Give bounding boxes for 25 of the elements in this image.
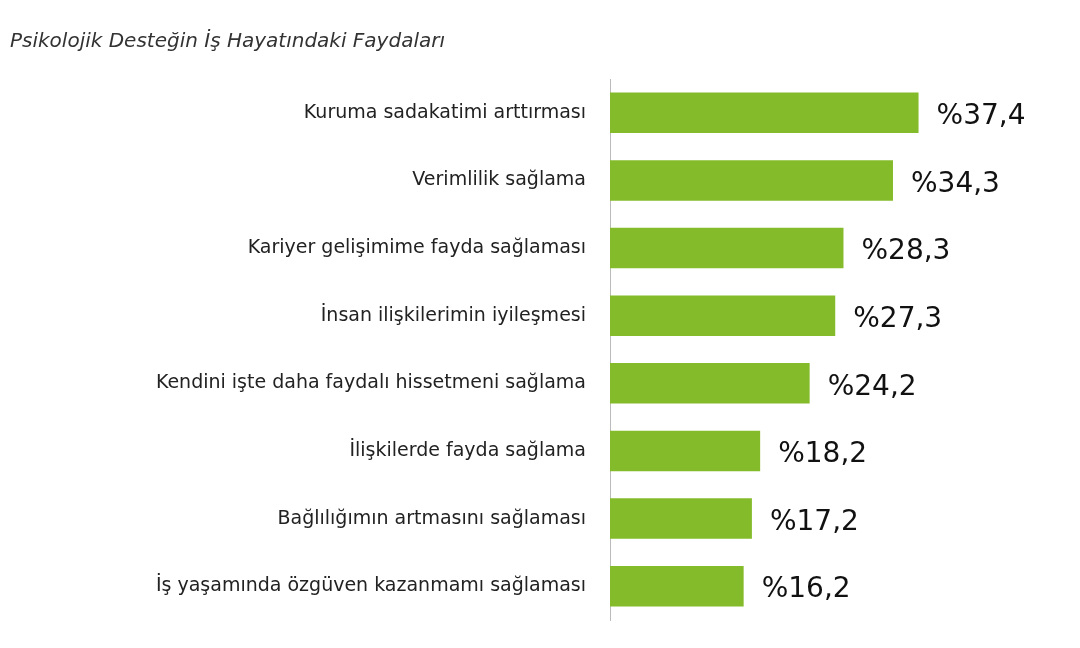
bar xyxy=(610,498,752,539)
data-label: %28,3 xyxy=(861,233,951,267)
y-tick-label: İş yaşamında özgüven kazanmamı sağlaması xyxy=(155,573,586,596)
data-label: %37,4 xyxy=(936,98,1026,132)
bar xyxy=(610,565,744,607)
bar xyxy=(610,160,893,201)
bar xyxy=(610,295,836,336)
data-label: %27,3 xyxy=(853,300,943,334)
data-label: %18,2 xyxy=(778,436,868,470)
y-tick-label: İnsan ilişkilerimin iyileşmesi xyxy=(320,302,586,325)
bar xyxy=(610,363,810,404)
bar xyxy=(610,92,919,134)
text: Psikolojik Desteğin İş Hayatındaki Faydaları xyxy=(10,28,445,53)
y-tick-label: Kuruma sadakatimi arttırması xyxy=(303,99,586,122)
data-label: %34,3 xyxy=(910,165,1000,199)
data-label: %17,2 xyxy=(769,503,859,537)
y-tick-label: Verimlilik sağlama xyxy=(412,167,586,190)
y-tick-label: İlişkilerde fayda sağlama xyxy=(349,437,586,460)
data-label: %16,2 xyxy=(761,571,851,605)
y-tick-label: Kendini işte daha faydalı hissetmeni sağlama xyxy=(155,370,586,393)
bar xyxy=(610,227,844,269)
y-tick-label: Bağlılığımın artmasını sağlaması xyxy=(277,505,586,528)
data-label: %24,2 xyxy=(827,368,917,402)
y-tick-label: Kariyer gelişimime fayda sağlaması xyxy=(247,235,586,257)
bar xyxy=(610,430,761,472)
